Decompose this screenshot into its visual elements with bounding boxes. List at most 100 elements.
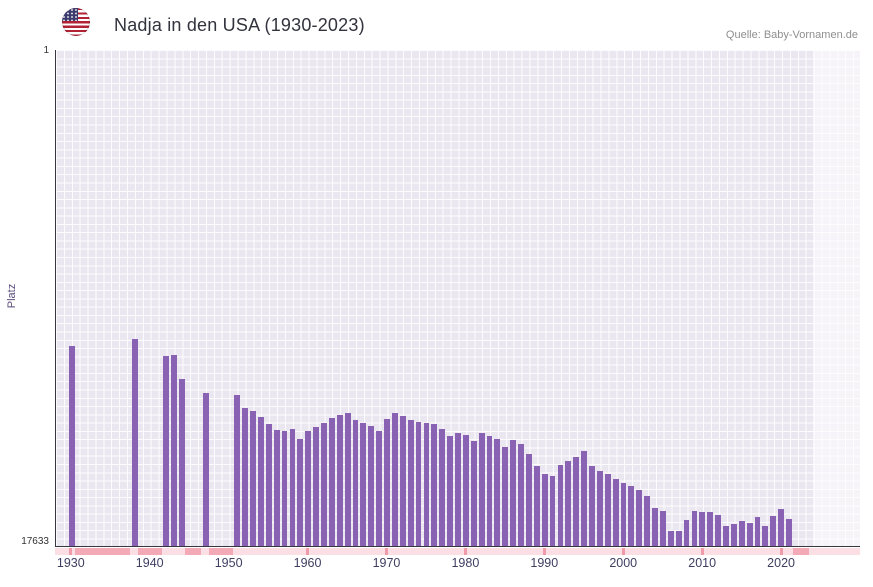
- strip-tick: [542, 548, 546, 555]
- bar-1997[interactable]: [596, 471, 603, 546]
- bar-1993[interactable]: [565, 461, 572, 546]
- bar-1943[interactable]: [171, 355, 178, 546]
- bar-2005[interactable]: [660, 511, 666, 546]
- x-axis-labels: 1930 1940 1950 1960 1970 1980 1990 2000 2010 2020: [55, 556, 860, 574]
- bar-2018[interactable]: [762, 526, 769, 546]
- bar-1963[interactable]: [328, 418, 335, 546]
- bar-2002[interactable]: [636, 490, 643, 546]
- x-tick-label: 1930: [56, 556, 85, 570]
- bar-1930[interactable]: [68, 345, 75, 546]
- bar-1960[interactable]: [305, 431, 312, 546]
- strip-tick: [306, 548, 310, 555]
- bar-2015[interactable]: [738, 521, 745, 546]
- recent-years-band: [812, 50, 860, 546]
- bar-1985[interactable]: [502, 447, 509, 546]
- y-axis-title: Platz: [6, 283, 18, 309]
- bar-1954[interactable]: [258, 417, 264, 546]
- bar-2010[interactable]: [699, 512, 706, 546]
- bar-2016[interactable]: [746, 523, 753, 546]
- bar-1998[interactable]: [604, 474, 611, 546]
- bar-1968[interactable]: [368, 426, 375, 546]
- bar-1958[interactable]: [289, 429, 296, 546]
- bar-1980[interactable]: [462, 435, 469, 546]
- x-tick-label: 1990: [530, 556, 559, 570]
- bar-2009[interactable]: [691, 511, 698, 546]
- bar-1967[interactable]: [360, 423, 367, 546]
- bar-1982[interactable]: [478, 433, 485, 546]
- strip-tick: [384, 548, 388, 555]
- bar-1970[interactable]: [384, 419, 390, 546]
- bar-1957[interactable]: [281, 431, 288, 546]
- bar-1955[interactable]: [265, 424, 272, 546]
- bar-1966[interactable]: [352, 420, 359, 546]
- bar-1983[interactable]: [486, 436, 493, 546]
- bar-1959[interactable]: [297, 439, 304, 546]
- bar-1938[interactable]: [131, 338, 138, 546]
- bar-1995[interactable]: [581, 451, 588, 546]
- bar-1961[interactable]: [313, 427, 320, 546]
- bar-2006[interactable]: [667, 530, 674, 546]
- strip-tick: [463, 548, 467, 555]
- bar-2019[interactable]: [770, 516, 777, 546]
- page-title: Nadja in den USA (1930-2023): [114, 15, 365, 35]
- bar-2013[interactable]: [723, 526, 729, 546]
- bar-1978[interactable]: [447, 436, 454, 546]
- bar-2000[interactable]: [620, 483, 627, 546]
- bar-1952[interactable]: [242, 407, 249, 546]
- bar-2012[interactable]: [715, 515, 722, 546]
- bar-1962[interactable]: [321, 423, 327, 546]
- x-axis-strip: [55, 548, 860, 555]
- bar-2008[interactable]: [683, 520, 690, 546]
- x-tick-label: 1980: [451, 556, 480, 570]
- bar-1988[interactable]: [526, 454, 532, 546]
- us-flag-canton: [62, 8, 79, 21]
- strip-tick: [779, 548, 783, 555]
- bar-1953[interactable]: [250, 410, 256, 546]
- bar-1965[interactable]: [344, 413, 351, 546]
- bar-2014[interactable]: [730, 524, 737, 546]
- bar-1989[interactable]: [533, 466, 540, 546]
- bar-1944[interactable]: [179, 378, 186, 546]
- bar-2007[interactable]: [675, 530, 682, 546]
- bar-1964[interactable]: [336, 414, 343, 546]
- bar-1994[interactable]: [573, 457, 580, 546]
- bar-1990[interactable]: [541, 474, 548, 546]
- bar-1956[interactable]: [273, 430, 280, 546]
- plot-area: [55, 50, 860, 547]
- bar-1977[interactable]: [439, 429, 446, 546]
- bar-1996[interactable]: [589, 466, 595, 546]
- bar-2001[interactable]: [628, 486, 635, 546]
- bar-1976[interactable]: [431, 424, 438, 546]
- strip-missing-range: [74, 548, 130, 555]
- bar-2020[interactable]: [778, 509, 785, 546]
- bar-2017[interactable]: [754, 517, 761, 546]
- x-tick-label: 2000: [609, 556, 638, 570]
- bar-1992[interactable]: [557, 465, 564, 546]
- bar-1975[interactable]: [423, 423, 430, 546]
- bar-1942[interactable]: [163, 356, 170, 546]
- bar-2021[interactable]: [786, 519, 792, 546]
- bar-1984[interactable]: [494, 439, 501, 546]
- bar-1986[interactable]: [510, 440, 517, 546]
- bar-1947[interactable]: [202, 393, 209, 546]
- source-credit: Quelle: Baby-Vornamen.de: [725, 29, 858, 41]
- x-tick-label: 1950: [214, 556, 243, 570]
- bar-1951[interactable]: [234, 394, 241, 546]
- bar-2004[interactable]: [652, 508, 658, 546]
- x-tick-label: 1940: [135, 556, 164, 570]
- strip-tick: [700, 548, 704, 555]
- bar-1991[interactable]: [549, 476, 556, 546]
- bar-1979[interactable]: [455, 433, 461, 546]
- bar-1974[interactable]: [415, 422, 422, 546]
- bar-1969[interactable]: [376, 431, 383, 546]
- bar-1999[interactable]: [612, 479, 619, 546]
- bar-1973[interactable]: [407, 420, 414, 546]
- bar-1987[interactable]: [518, 444, 524, 546]
- bar-1971[interactable]: [392, 413, 398, 546]
- y-axis-max-label: 1: [43, 45, 49, 56]
- bar-1981[interactable]: [470, 441, 477, 546]
- bar-2003[interactable]: [644, 496, 651, 546]
- bar-2011[interactable]: [707, 512, 714, 546]
- bar-1972[interactable]: [399, 416, 406, 546]
